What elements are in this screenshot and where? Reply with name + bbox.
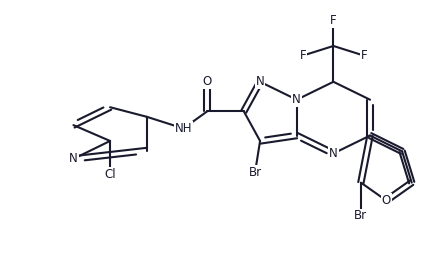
Text: F: F	[330, 14, 337, 27]
Text: O: O	[203, 75, 212, 88]
Text: Cl: Cl	[104, 168, 116, 181]
Text: NH: NH	[175, 122, 192, 135]
Text: F: F	[300, 49, 306, 62]
Text: N: N	[329, 147, 338, 160]
Text: N: N	[256, 75, 264, 88]
Text: N: N	[69, 152, 78, 166]
Text: Br: Br	[248, 166, 261, 179]
Text: F: F	[360, 49, 367, 62]
Text: N: N	[292, 93, 301, 106]
Text: O: O	[382, 194, 391, 207]
Text: Br: Br	[354, 210, 368, 222]
